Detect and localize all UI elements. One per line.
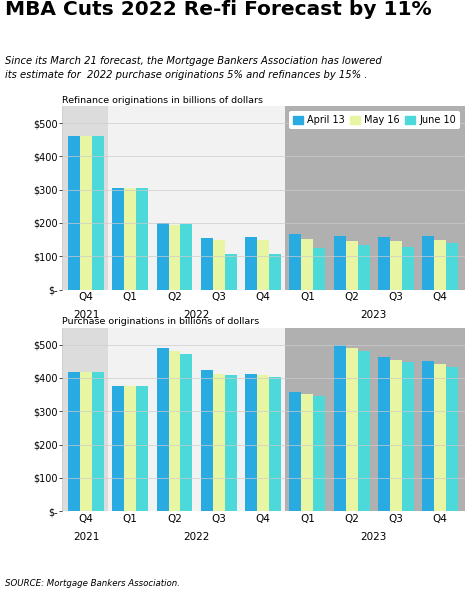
- Bar: [378, 358, 390, 511]
- Bar: [257, 241, 269, 290]
- Bar: [201, 238, 213, 290]
- Bar: [112, 387, 124, 511]
- Bar: [285, 328, 465, 511]
- Bar: [181, 224, 192, 290]
- Bar: [301, 394, 313, 511]
- Bar: [201, 369, 213, 511]
- Bar: [245, 237, 257, 290]
- Bar: [446, 368, 458, 511]
- Bar: [285, 106, 465, 290]
- Bar: [390, 241, 402, 290]
- Bar: [269, 254, 281, 290]
- Bar: [290, 233, 301, 290]
- Text: 2021: 2021: [73, 310, 99, 320]
- Text: 2021: 2021: [73, 532, 99, 542]
- Bar: [92, 137, 104, 290]
- Bar: [313, 248, 325, 290]
- Bar: [301, 239, 313, 290]
- Bar: [334, 345, 346, 511]
- Bar: [290, 392, 301, 511]
- Bar: [257, 375, 269, 511]
- Bar: [108, 106, 285, 290]
- Bar: [434, 364, 446, 511]
- Bar: [346, 348, 357, 511]
- Text: 2023: 2023: [361, 532, 387, 542]
- Bar: [346, 241, 357, 290]
- Bar: [245, 374, 257, 511]
- Bar: [169, 351, 181, 511]
- Bar: [80, 137, 92, 290]
- Bar: [136, 387, 148, 511]
- Bar: [80, 372, 92, 511]
- Legend: April 13, May 16, June 10: April 13, May 16, June 10: [289, 111, 460, 129]
- Bar: [225, 254, 237, 290]
- Bar: [422, 236, 434, 290]
- Text: MBA Cuts 2022 Re-fi Forecast by 11%: MBA Cuts 2022 Re-fi Forecast by 11%: [5, 0, 431, 19]
- Text: Since its March 21 forecast, the Mortgage Bankers Association has lowered
its es: Since its March 21 forecast, the Mortgag…: [5, 56, 382, 80]
- Bar: [68, 372, 80, 511]
- Bar: [169, 225, 181, 290]
- Bar: [225, 375, 237, 511]
- Bar: [124, 387, 136, 511]
- Bar: [124, 188, 136, 290]
- Bar: [390, 361, 402, 511]
- Bar: [378, 237, 390, 290]
- Bar: [434, 241, 446, 290]
- Text: SOURCE: Mortgage Bankers Association.: SOURCE: Mortgage Bankers Association.: [5, 579, 180, 588]
- Bar: [156, 223, 169, 290]
- Bar: [422, 361, 434, 511]
- Bar: [446, 243, 458, 290]
- Bar: [156, 348, 169, 511]
- Bar: [269, 377, 281, 511]
- Bar: [136, 188, 148, 290]
- Text: 2022: 2022: [183, 532, 210, 542]
- Text: Purchase originations in billions of dollars: Purchase originations in billions of dol…: [62, 317, 259, 326]
- Text: 2022: 2022: [183, 310, 210, 320]
- Bar: [92, 372, 104, 511]
- Bar: [112, 188, 124, 290]
- Bar: [357, 350, 370, 511]
- Bar: [357, 245, 370, 290]
- Bar: [62, 106, 108, 290]
- Bar: [402, 362, 414, 511]
- Bar: [68, 137, 80, 290]
- Bar: [313, 395, 325, 511]
- Bar: [334, 236, 346, 290]
- Bar: [181, 354, 192, 511]
- Bar: [213, 239, 225, 290]
- Bar: [402, 247, 414, 290]
- Text: Refinance originations in billions of dollars: Refinance originations in billions of do…: [62, 96, 263, 105]
- Bar: [62, 328, 108, 511]
- Text: 2023: 2023: [361, 310, 387, 320]
- Bar: [108, 328, 285, 511]
- Bar: [213, 374, 225, 511]
